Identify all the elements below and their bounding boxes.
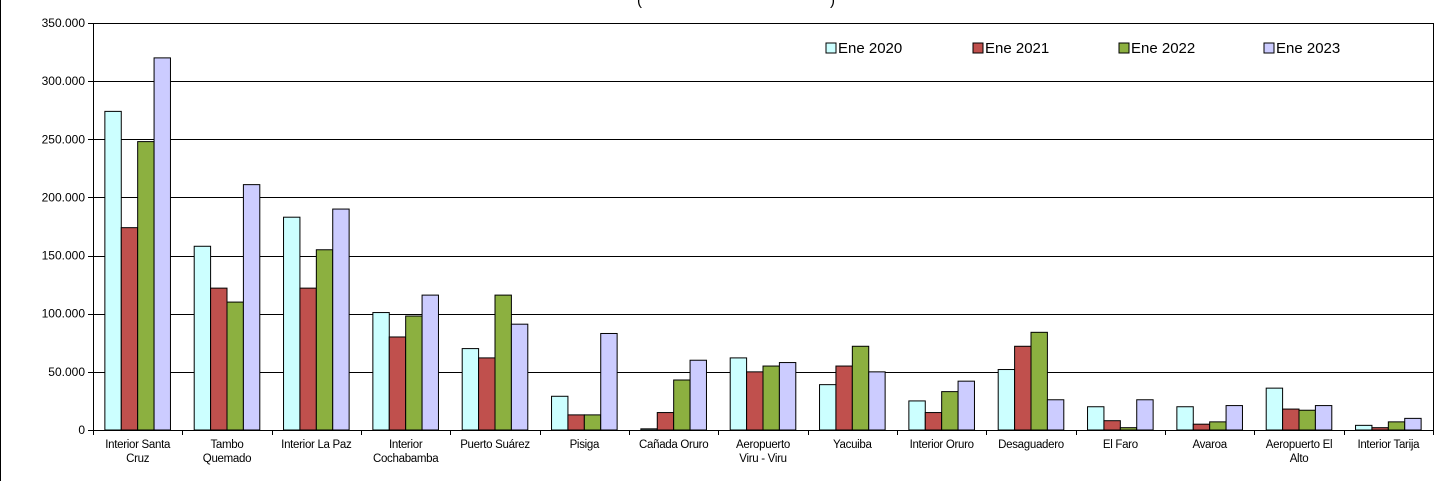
- bar-ene-2021-1: [120, 227, 139, 431]
- bar-ene-2022-12: [1119, 427, 1138, 431]
- bar-ene-2021-2: [210, 287, 228, 431]
- bar-ene-2023-2: [242, 184, 261, 431]
- y-tick-label: 200.000: [42, 190, 86, 204]
- bar-ene-2021-4: [388, 336, 407, 431]
- y-tick-label: 250.000: [42, 132, 86, 146]
- y-tick-label: 100.000: [42, 307, 86, 321]
- bar-ene-2021-13: [1192, 423, 1211, 431]
- bar-ene-2020-11: [997, 369, 1016, 431]
- bar-ene-2021-11: [1014, 345, 1032, 431]
- bar-ene-2021-6: [567, 414, 585, 431]
- bar-ene-2020-10: [908, 400, 926, 431]
- bar-ene-2022-15: [1387, 421, 1406, 431]
- bar-ene-2021-10: [924, 412, 943, 431]
- x-category-label: Interior Cochabamba: [373, 439, 439, 465]
- bar-ene-2022-1: [137, 141, 155, 431]
- x-category-label: Aeropuerto El Alto: [1266, 439, 1332, 465]
- x-category-label: El Faro: [1103, 439, 1138, 451]
- y-tick-label: 150.000: [42, 249, 86, 263]
- bar-ene-2023-3: [332, 208, 350, 431]
- bar-ene-2022-4: [405, 315, 423, 431]
- bar-ene-2022-3: [315, 249, 334, 431]
- bar-ene-2021-3: [299, 287, 317, 431]
- x-category-label: Yacuiba: [833, 439, 873, 451]
- bar-ene-2022-5: [494, 294, 512, 431]
- bar-ene-2020-13: [1176, 406, 1194, 431]
- bar-ene-2021-14: [1282, 408, 1300, 431]
- legend: Ene 2020 Ene 2021 Ene 2022 Ene 2023: [825, 40, 1340, 57]
- bar-ene-2020-1: [104, 110, 122, 431]
- bar-ene-2023-11: [1046, 399, 1065, 431]
- bar-ene-2023-10: [957, 380, 975, 431]
- x-category-labels: Interior Santa Cruz Tambo Quemado Interior L…: [105, 439, 1420, 465]
- bar-ene-2022-14: [1298, 409, 1316, 431]
- bar-ene-2020-6: [551, 395, 569, 431]
- bar-ene-2022-8: [762, 365, 780, 431]
- bar-ene-2020-14: [1265, 387, 1284, 431]
- bar-ene-2022-9: [851, 345, 870, 431]
- legend-label-3: Ene 2022: [1131, 40, 1195, 57]
- bar-ene-2023-1: [153, 57, 171, 431]
- y-tick-label: 300.000: [42, 74, 86, 88]
- bar-ene-2022-13: [1209, 421, 1227, 431]
- bar-ene-2020-12: [1087, 406, 1105, 431]
- x-category-label: Interior Santa Cruz: [105, 439, 171, 465]
- bar-ene-2023-15: [1404, 417, 1422, 431]
- x-category-label: Tambo Quemado: [203, 439, 251, 465]
- legend-label-1: Ene 2020: [838, 40, 902, 57]
- legend-swatch-1: [825, 42, 837, 54]
- bar-ene-2020-4: [372, 312, 390, 431]
- bar-ene-2020-15: [1355, 424, 1373, 431]
- x-category-label: Avaroa: [1192, 439, 1227, 451]
- legend-label-4: Ene 2023: [1276, 40, 1340, 57]
- bar-ene-2023-14: [1314, 405, 1333, 431]
- chart-title-close-paren: ): [830, 0, 835, 9]
- x-category-label: Interior Oruro: [910, 439, 974, 451]
- y-tick-label: 0: [78, 423, 85, 437]
- bar-ene-2020-9: [819, 384, 837, 431]
- bar-ene-2020-7: [640, 428, 658, 431]
- bar-ene-2023-9: [868, 371, 886, 431]
- x-category-label: Aeropuerto Viru - Viru: [736, 439, 790, 465]
- bar-ene-2020-8: [729, 357, 748, 431]
- x-category-label: Desaguadero: [998, 439, 1064, 451]
- bar-ene-2023-13: [1225, 405, 1243, 431]
- bar-ene-2021-8: [746, 371, 764, 431]
- bar-ene-2023-7: [689, 359, 707, 431]
- bar-ene-2021-5: [478, 357, 496, 431]
- bar-ene-2023-8: [778, 362, 797, 431]
- bar-series: [93, 57, 1433, 431]
- bar-ene-2022-7: [673, 379, 691, 431]
- legend-swatch-2: [972, 42, 984, 54]
- bar-ene-2022-6: [583, 414, 602, 431]
- x-category-label: Puerto Suárez: [460, 439, 530, 451]
- bar-ene-2022-11: [1030, 331, 1048, 431]
- legend-label-2: Ene 2021: [985, 40, 1049, 57]
- bar-ene-2023-4: [421, 294, 439, 431]
- bar-ene-2021-15: [1371, 427, 1389, 431]
- bar-ene-2020-3: [283, 216, 301, 431]
- bar-ene-2022-2: [226, 301, 244, 431]
- x-category-label: Interior Tarija: [1357, 439, 1420, 451]
- bar-ene-2021-7: [656, 412, 675, 431]
- bar-ene-2023-12: [1136, 399, 1154, 431]
- y-tick-label: 350.000: [42, 16, 86, 30]
- bar-ene-2021-12: [1103, 420, 1121, 431]
- chart-title-open-paren: (: [637, 0, 642, 9]
- x-category-label: Cañada Oruro: [639, 439, 708, 451]
- y-tick-label: 50.000: [48, 365, 85, 379]
- bar-ene-2021-9: [835, 365, 853, 431]
- bar-ene-2020-5: [461, 348, 480, 431]
- y-tick-labels: 0 50.000 100.000 150.000 200.000 250.000 300.0…: [42, 16, 86, 437]
- x-category-label: Pisiga: [570, 439, 600, 451]
- legend-swatch-3: [1118, 42, 1130, 54]
- bar-ene-2020-2: [193, 245, 212, 431]
- bar-ene-2023-5: [510, 323, 529, 431]
- bar-ene-2023-6: [600, 332, 618, 431]
- legend-swatch-4: [1263, 42, 1275, 54]
- bar-ene-2022-10: [941, 391, 959, 431]
- x-category-label: Interior La Paz: [281, 439, 352, 451]
